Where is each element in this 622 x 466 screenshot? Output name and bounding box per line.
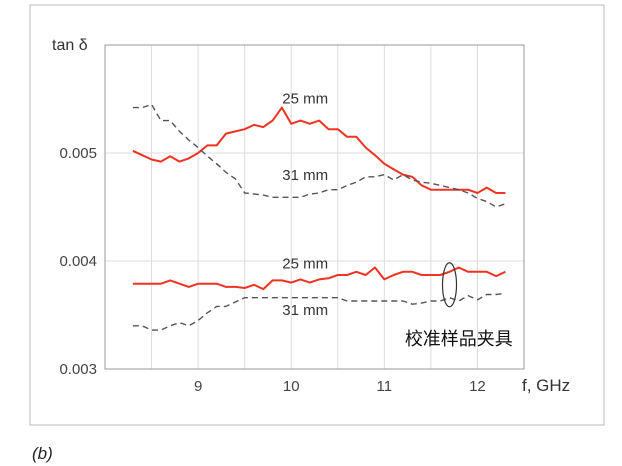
x-tick-label: 11 xyxy=(377,378,393,395)
figure-caption: (b) xyxy=(32,444,53,463)
series-label: 25 mm xyxy=(282,90,328,107)
plot-frame xyxy=(104,44,525,370)
x-tick-label: 10 xyxy=(283,378,300,395)
series-line-1 xyxy=(132,103,506,208)
series-label: 31 mm xyxy=(282,302,328,319)
figure-frame xyxy=(29,4,605,426)
series-label: 31 mm xyxy=(282,167,328,184)
annotation-fixture: 校准样品夹具 xyxy=(405,329,513,349)
series-line-0 xyxy=(132,106,506,194)
highlight-ellipse xyxy=(441,262,458,308)
series-label: 25 mm xyxy=(282,256,328,273)
x-tick-label: 9 xyxy=(194,378,202,395)
y-tick-label: 0.005 xyxy=(59,145,97,162)
y-tick-label: 0.003 xyxy=(59,361,97,378)
y-axis-label: tan δ xyxy=(52,37,88,54)
x-tick-label: 12 xyxy=(469,378,486,395)
y-tick-label: 0.004 xyxy=(59,253,97,270)
series-line-3 xyxy=(132,292,506,331)
x-axis-label: f, GHz xyxy=(522,376,570,395)
